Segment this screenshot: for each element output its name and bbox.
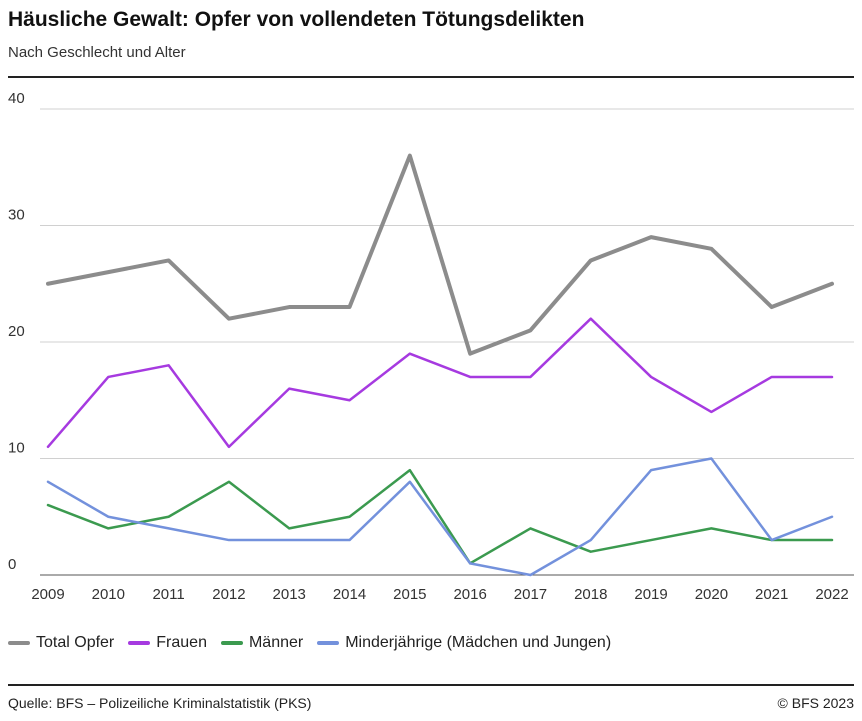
legend-label: Frauen xyxy=(156,634,207,651)
plot-area: 0 10 20 30 40 2009 2010 2011 2012 2013 2014 2015 201… xyxy=(8,90,854,603)
legend-label: Minderjährige (Mädchen und Jungen) xyxy=(345,634,612,651)
legend-item: Minderjährige (Mädchen und Jungen) xyxy=(317,634,611,652)
x-tick-label: 2020 xyxy=(695,586,728,603)
x-tick-label: 2022 xyxy=(815,586,848,603)
source-note: Quelle: BFS – Polizeiliche Kriminalstati… xyxy=(8,695,312,711)
x-tick-label: 2009 xyxy=(31,586,64,603)
top-rule xyxy=(8,76,854,78)
legend-swatch xyxy=(317,641,340,645)
x-tick-label: 2015 xyxy=(393,586,426,603)
legend-item: Männer xyxy=(220,634,304,652)
x-tick-label: 2018 xyxy=(574,586,607,603)
bottom-rule xyxy=(8,684,854,686)
x-tick-label: 2017 xyxy=(514,586,547,603)
series-line-0 xyxy=(46,153,834,356)
legend-swatch xyxy=(220,641,243,645)
y-tick-label: 40 xyxy=(8,90,25,107)
legend-item: Frauen xyxy=(128,634,207,652)
y-tick-label: 30 xyxy=(8,207,25,224)
series-line-3 xyxy=(46,457,834,577)
x-tick-label: 2013 xyxy=(273,586,306,603)
x-tick-label: 2011 xyxy=(152,586,184,603)
y-tick-label: 0 xyxy=(8,556,16,573)
x-tick-label: 2016 xyxy=(453,586,486,603)
legend-label: Männer xyxy=(248,634,304,651)
y-tick-label: 20 xyxy=(8,323,25,340)
x-tick-label: 2010 xyxy=(92,586,125,603)
x-tick-label: 2021 xyxy=(755,586,788,603)
legend-swatch xyxy=(128,641,151,645)
series-line-1 xyxy=(46,317,834,449)
x-tick-label: 2012 xyxy=(212,586,245,603)
y-tick-label: 10 xyxy=(8,440,25,457)
chart-subtitle: Nach Geschlecht und Alter xyxy=(8,44,186,61)
x-tick-label: 2019 xyxy=(634,586,667,603)
legend-label: Total Opfer xyxy=(36,634,115,651)
x-tick-label: 2014 xyxy=(333,586,366,603)
copyright: © BFS 2023 xyxy=(777,695,854,711)
chart-title: Häusliche Gewalt: Opfer von vollendeten … xyxy=(8,8,585,31)
legend-item: Total Opfer xyxy=(8,634,114,652)
series-line-2 xyxy=(46,468,834,565)
legend-swatch xyxy=(8,641,30,645)
legend: Total Opfer Frauen Männer Minderjährige (Mä… xyxy=(8,634,611,652)
